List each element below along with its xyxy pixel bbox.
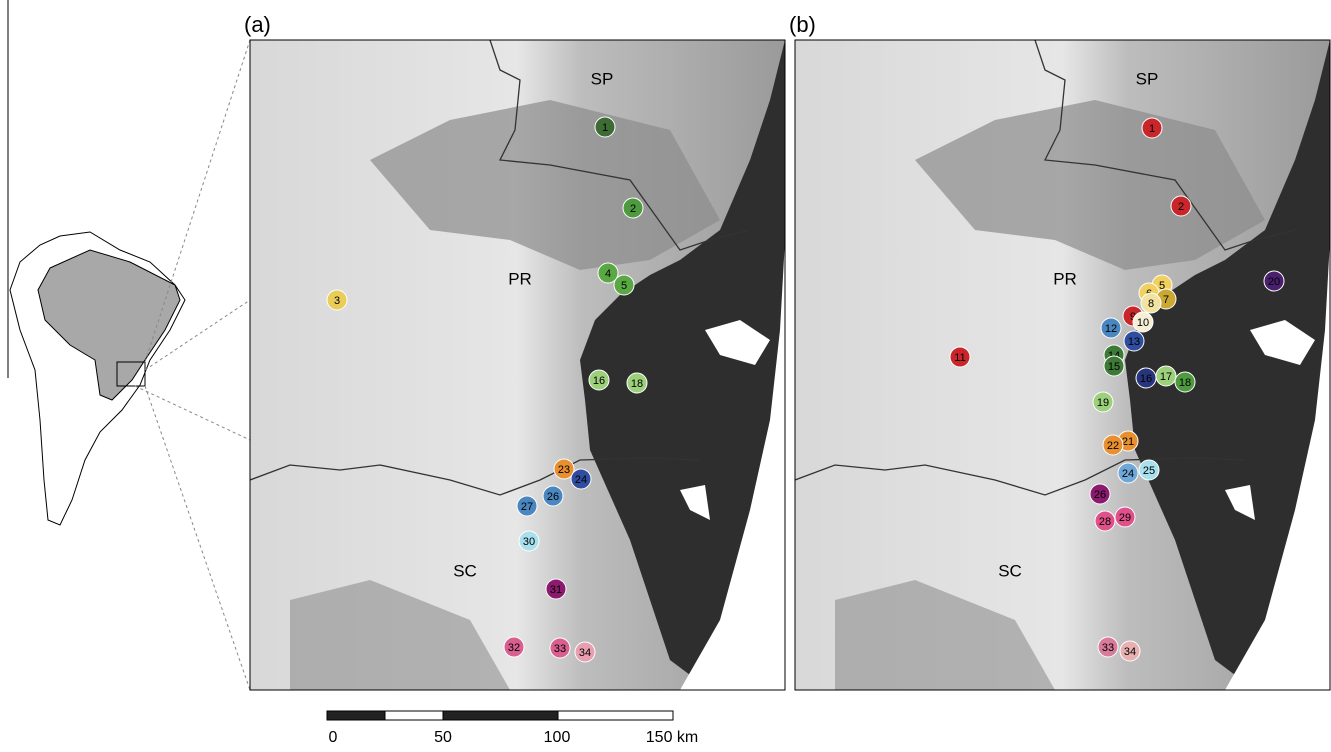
site-label: 29 <box>1119 512 1131 524</box>
site-label: 10 <box>1137 317 1149 329</box>
site-label: 16 <box>593 375 605 387</box>
scale-label: 150 km <box>646 729 698 746</box>
site-label: 20 <box>1268 276 1280 288</box>
region-label: PR <box>508 269 532 288</box>
scale-label: 0 <box>329 729 338 746</box>
region-label: PR <box>1053 269 1077 288</box>
scale-bar <box>327 711 673 720</box>
terrain <box>250 40 785 690</box>
site-label: 8 <box>1148 298 1154 310</box>
site-label: 15 <box>1108 361 1120 373</box>
region-label: SP <box>1136 69 1159 88</box>
map-panel: (b)SPPRSC1256789101112131415161718192021… <box>789 12 1330 690</box>
site-label: 21 <box>1122 436 1134 448</box>
site-label: 4 <box>605 268 611 280</box>
panel-label: (b) <box>789 12 816 37</box>
site-label: 33 <box>554 643 566 655</box>
site-label: 2 <box>1178 201 1184 213</box>
site-label: 23 <box>558 464 570 476</box>
site-label: 16 <box>1140 373 1152 385</box>
site-label: 33 <box>1102 642 1114 654</box>
site-label: 27 <box>521 501 533 513</box>
site-label: 31 <box>550 584 562 596</box>
site-label: 26 <box>547 491 559 503</box>
site-label: 18 <box>1179 377 1191 389</box>
panel-label: (a) <box>244 12 271 37</box>
site-label: 5 <box>621 280 627 292</box>
site-label: 34 <box>579 647 591 659</box>
site-label: 2 <box>630 203 636 215</box>
zoom-lines <box>135 40 250 690</box>
site-label: 1 <box>1149 123 1155 135</box>
region-label: SC <box>453 561 477 580</box>
terrain <box>795 40 1330 690</box>
site-label: 19 <box>1097 397 1109 409</box>
site-label: 25 <box>1143 465 1155 477</box>
site-label: 24 <box>1122 468 1134 480</box>
site-label: 3 <box>334 295 340 307</box>
site-label: 26 <box>1094 489 1106 501</box>
site-label: 1 <box>602 122 608 134</box>
site-label: 32 <box>508 642 520 654</box>
scale-label: 100 <box>544 729 571 746</box>
region-label: SC <box>998 561 1022 580</box>
site-label: 11 <box>954 352 965 364</box>
site-label: 17 <box>1160 371 1172 383</box>
site-label: 34 <box>1124 646 1136 658</box>
page: {"panels": [ {"label": "(a)", "regions":… <box>0 0 1331 752</box>
site-label: 22 <box>1107 440 1119 452</box>
region-label: SP <box>591 69 614 88</box>
scale-label: 50 <box>434 729 452 746</box>
site-label: 24 <box>575 474 587 486</box>
site-label: 12 <box>1105 323 1117 335</box>
site-label: 18 <box>631 378 643 390</box>
site-label: 7 <box>1163 294 1169 306</box>
figure: (a)SPPRSC123451618232426273031323334(b)S… <box>0 0 1331 747</box>
site-label: 13 <box>1128 336 1140 348</box>
site-label: 30 <box>523 536 535 548</box>
site-label: 28 <box>1099 516 1111 528</box>
